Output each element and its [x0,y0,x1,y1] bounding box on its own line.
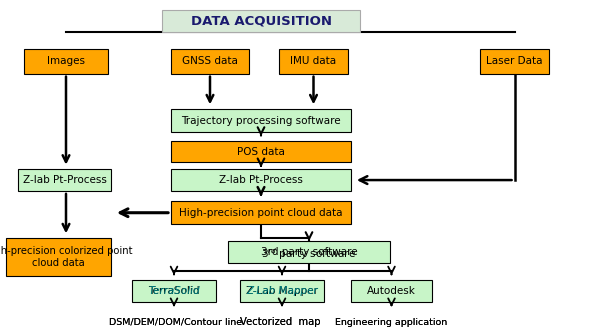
FancyBboxPatch shape [279,49,348,74]
Text: DSM/DEM/DOM/Contour line: DSM/DEM/DOM/Contour line [109,318,242,327]
Text: DATA ACQUISITION: DATA ACQUISITION [191,14,332,27]
FancyBboxPatch shape [240,280,324,302]
FancyBboxPatch shape [171,169,351,191]
Text: Z-lab Pt-Process: Z-lab Pt-Process [23,175,106,185]
Text: TerraSolid: TerraSolid [148,286,200,295]
Text: 3rd party software: 3rd party software [260,247,358,257]
FancyBboxPatch shape [162,10,360,32]
FancyBboxPatch shape [171,201,351,224]
Text: IMU data: IMU data [290,56,337,66]
Text: Z-Lab Mapper: Z-Lab Mapper [246,286,318,295]
Text: POS data: POS data [237,147,285,156]
Text: Images: Images [47,56,85,66]
Text: Z-Lab Mapper: Z-Lab Mapper [246,286,318,295]
Text: $3^{rd}$ party software: $3^{rd}$ party software [262,246,356,262]
FancyBboxPatch shape [171,49,249,74]
FancyBboxPatch shape [171,109,351,132]
FancyBboxPatch shape [6,238,111,276]
Text: Z-lab Pt-Process: Z-lab Pt-Process [219,175,303,185]
Text: Trajectory processing software: Trajectory processing software [181,116,341,126]
Text: Engineering application: Engineering application [335,318,448,327]
Text: Autodesk: Autodesk [367,286,416,295]
Text: Laser Data: Laser Data [486,56,543,66]
Text: Vectorized  map: Vectorized map [240,318,321,327]
FancyBboxPatch shape [480,49,549,74]
Text: Engineering application: Engineering application [335,318,448,327]
Text: TerraSolid: TerraSolid [148,286,200,295]
FancyBboxPatch shape [171,141,351,162]
Text: High-precision colorized point
cloud data: High-precision colorized point cloud dat… [0,246,133,268]
Text: GNSS data: GNSS data [182,56,238,66]
Text: High-precision point cloud data: High-precision point cloud data [179,208,343,218]
FancyBboxPatch shape [228,241,390,263]
FancyBboxPatch shape [351,280,432,302]
Text: DSM/DEM/DOM/Contour line: DSM/DEM/DOM/Contour line [109,318,242,327]
FancyBboxPatch shape [132,280,216,302]
FancyBboxPatch shape [18,169,111,191]
Text: Vectorized  map: Vectorized map [240,318,321,327]
FancyBboxPatch shape [24,49,108,74]
